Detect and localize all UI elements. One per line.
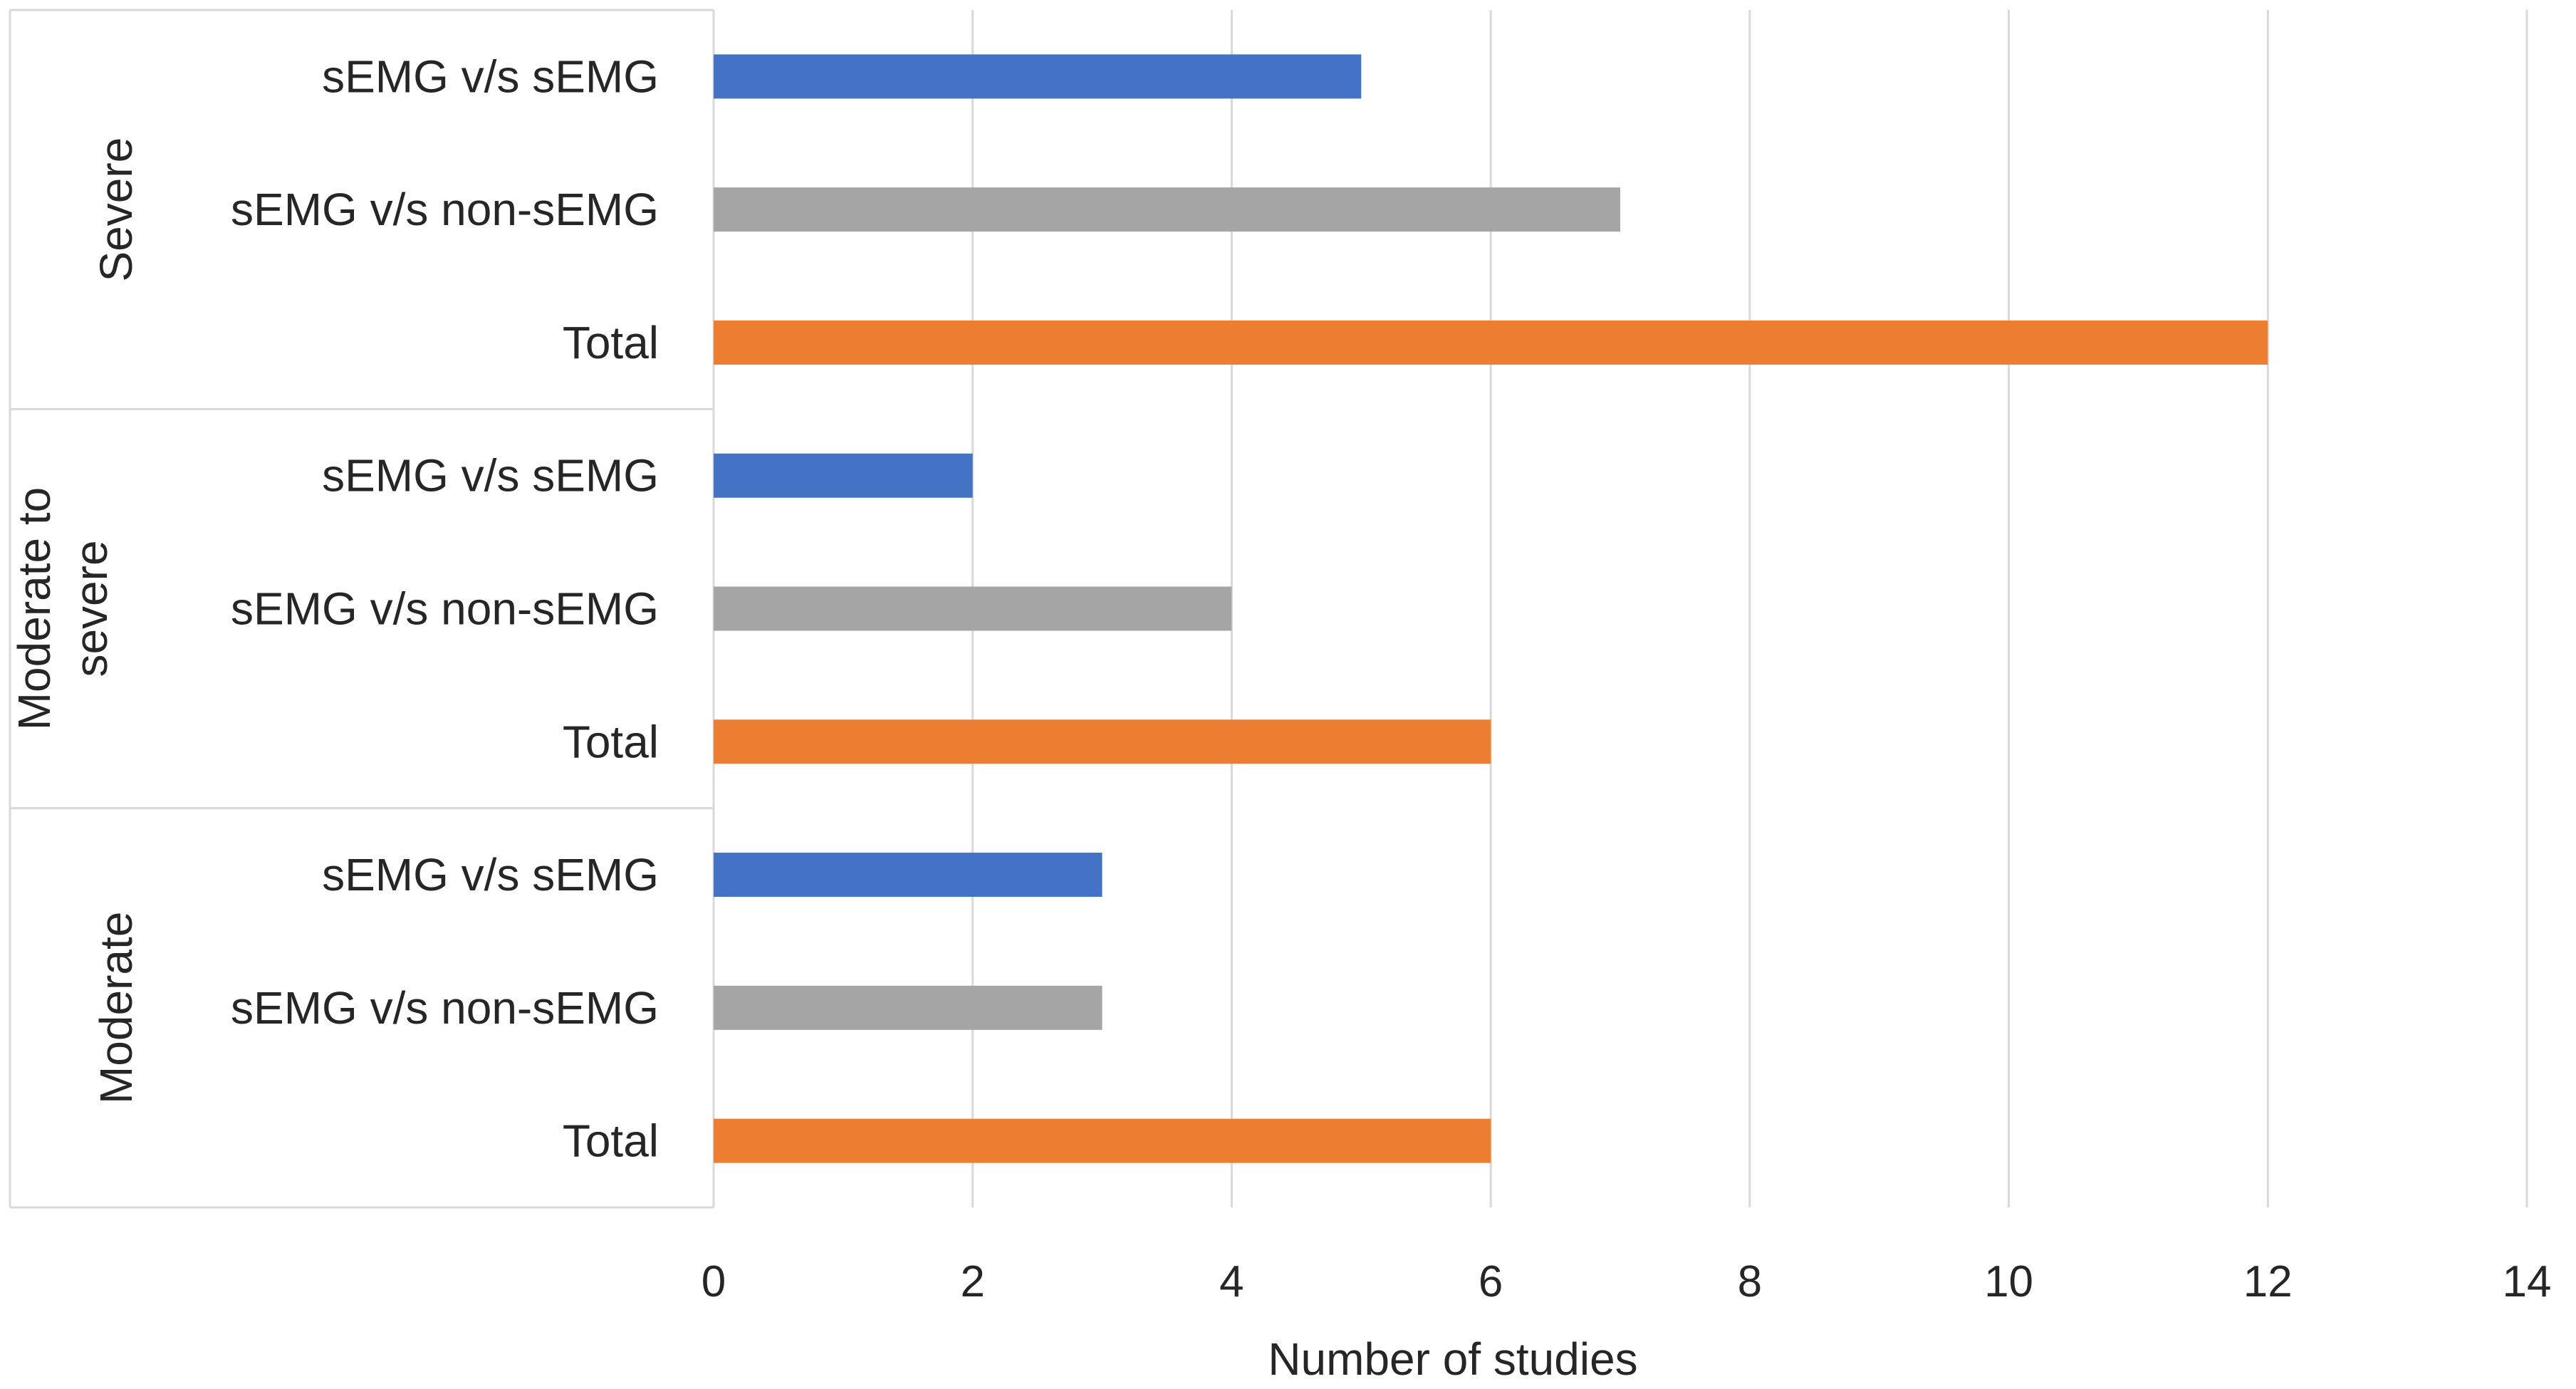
- x-tick-label-4: 4: [1219, 1257, 1243, 1306]
- group-label-1-line-1: severe: [66, 540, 117, 677]
- group-label-2: Moderate: [90, 912, 142, 1104]
- group-dividers: [9, 9, 714, 1209]
- bar-2-2: [714, 1118, 1491, 1163]
- bars: [714, 54, 2268, 1163]
- group-labels: Severe Moderate to severe Moderate: [9, 137, 142, 1104]
- bar-0-1: [714, 187, 1620, 232]
- x-tick-label-14: 14: [2503, 1257, 2552, 1306]
- category-label-0-1: sEMG v/s non-sEMG: [231, 184, 659, 235]
- x-tick-label-12: 12: [2243, 1257, 2293, 1306]
- bar-2-1: [714, 985, 1102, 1030]
- category-label-2-0: sEMG v/s sEMG: [322, 849, 659, 900]
- category-label-2-1: sEMG v/s non-sEMG: [231, 982, 659, 1034]
- x-axis-title: Number of studies: [1268, 1333, 1637, 1385]
- category-label-0-2: Total: [563, 317, 659, 368]
- category-label-1-2: Total: [563, 716, 659, 767]
- category-label-2-2: Total: [563, 1115, 659, 1167]
- category-labels: sEMG v/s sEMG sEMG v/s non-sEMG Total sEMG …: [231, 51, 659, 1166]
- x-tick-labels: 0 2 4 6 8 10 12 14: [702, 1257, 2552, 1306]
- bar-0-0: [714, 54, 1362, 99]
- bar-1-2: [714, 719, 1491, 764]
- bar-1-0: [714, 453, 973, 498]
- x-tick-label-0: 0: [702, 1257, 726, 1306]
- bar-1-1: [714, 586, 1232, 631]
- category-label-1-0: sEMG v/s sEMG: [322, 450, 659, 501]
- x-tick-label-10: 10: [1984, 1257, 2033, 1306]
- group-label-1-line-0: Moderate to: [9, 487, 60, 731]
- category-label-0-0: sEMG v/s sEMG: [322, 51, 659, 102]
- bar-2-0: [714, 853, 1102, 898]
- x-tick-label-6: 6: [1479, 1257, 1503, 1306]
- x-tick-label-2: 2: [960, 1257, 984, 1306]
- x-tick-label-8: 8: [1738, 1257, 1762, 1306]
- bar-0-2: [714, 320, 2268, 365]
- category-label-1-1: sEMG v/s non-sEMG: [231, 583, 659, 635]
- group-label-0: Severe: [90, 137, 142, 282]
